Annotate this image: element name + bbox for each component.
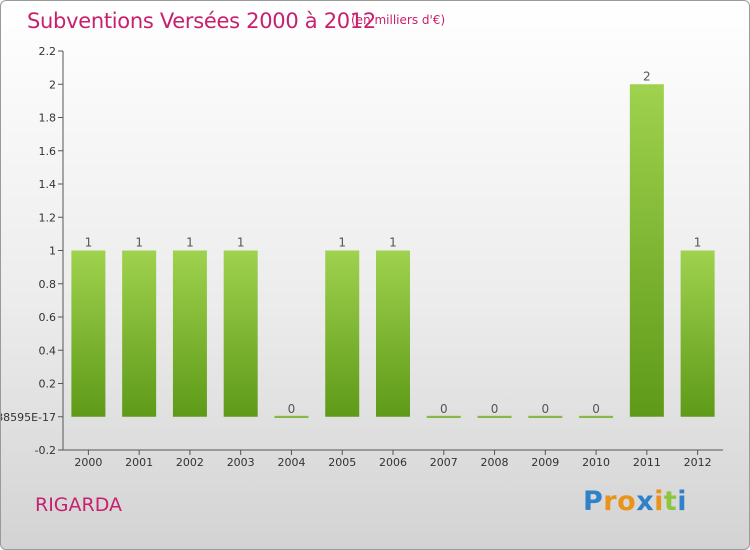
y-tick-label: 2 (49, 78, 56, 91)
place-name: RIGARDA (35, 494, 123, 516)
x-tick-label: 2004 (277, 456, 305, 469)
logo-letter: x (636, 486, 655, 517)
bar-value-label: 0 (592, 402, 600, 416)
y-tick-label: 2.2 (39, 45, 57, 58)
bar-value-label: 2 (643, 69, 651, 83)
logo-letter: P (583, 486, 604, 517)
x-tick-label: 2002 (176, 456, 204, 469)
x-tick-label: 2009 (531, 456, 559, 469)
bar-2008 (477, 415, 512, 418)
y-tick-label: 0.4 (39, 344, 57, 357)
logo-letter: r (603, 486, 618, 517)
bar-value-label: 1 (338, 236, 346, 250)
x-tick-label: 2006 (379, 456, 407, 469)
x-tick-label: 2000 (74, 456, 102, 469)
x-tick-label: 2007 (430, 456, 458, 469)
bar-value-label: 1 (135, 236, 143, 250)
logo-letter: o (617, 486, 637, 517)
bar-value-label: 0 (440, 402, 448, 416)
bar-2005 (325, 250, 360, 417)
y-tick-label: 1 (49, 245, 56, 258)
bar-2003 (223, 250, 258, 417)
bar-value-label: 0 (288, 402, 296, 416)
x-ticks: 2000 2001 2002 2003 2004 2005 2006 2007 2008 2009… (74, 450, 712, 469)
bar-2009 (528, 415, 563, 418)
y-tick-label: 0.2 (39, 378, 57, 391)
bar-2007 (426, 415, 461, 418)
bar-value-label: 0 (491, 402, 499, 416)
x-tick-label: 2010 (582, 456, 610, 469)
chart-unit: (en milliers d'€) (351, 13, 446, 27)
bar-2011 (629, 84, 664, 417)
bars: 1 1 1 1 0 1 1 0 0 0 0 2 1 (71, 69, 715, 418)
y-ticks: -0.2 -1.5265566588595E-17 0.2 0.4 0.6 0.8 1 1.2… (1, 45, 63, 457)
logo-letter: i (654, 486, 664, 517)
logo-letter: t (663, 486, 678, 517)
y-tick-label: 0.6 (39, 311, 57, 324)
bar-value-label: 1 (186, 236, 194, 250)
x-tick-label: 2005 (328, 456, 356, 469)
y-tick-label: -1.5265566588595E-17 (1, 411, 56, 424)
y-tick-label: 1.8 (39, 112, 57, 125)
bar-value-label: 1 (389, 236, 397, 250)
bar-2002 (172, 250, 207, 417)
bar-2001 (122, 250, 157, 417)
x-tick-label: 2012 (684, 456, 712, 469)
chart-title: Subventions Versées 2000 à 2012 (27, 9, 376, 33)
bar-2000 (71, 250, 106, 417)
x-tick-label: 2011 (633, 456, 661, 469)
bar-value-label: 1 (237, 236, 245, 250)
x-tick-label: 2001 (125, 456, 153, 469)
bar-2010 (579, 415, 614, 418)
y-tick-label: 1.2 (39, 211, 57, 224)
bar-value-label: 1 (85, 236, 93, 250)
y-tick-label: 0.8 (39, 278, 57, 291)
x-tick-label: 2003 (227, 456, 255, 469)
y-tick-label: -0.2 (35, 444, 56, 457)
bar-value-label: 1 (694, 236, 702, 250)
proxiti-logo: Proxiti (583, 486, 687, 517)
y-tick-label: 1.6 (39, 145, 57, 158)
logo-letter: i (677, 486, 688, 517)
bar-2004 (274, 415, 309, 418)
x-tick-label: 2008 (481, 456, 509, 469)
bar-value-label: 0 (541, 402, 549, 416)
bar-2012 (680, 250, 715, 417)
y-tick-label: 1.4 (39, 178, 57, 191)
bar-2006 (376, 250, 410, 417)
